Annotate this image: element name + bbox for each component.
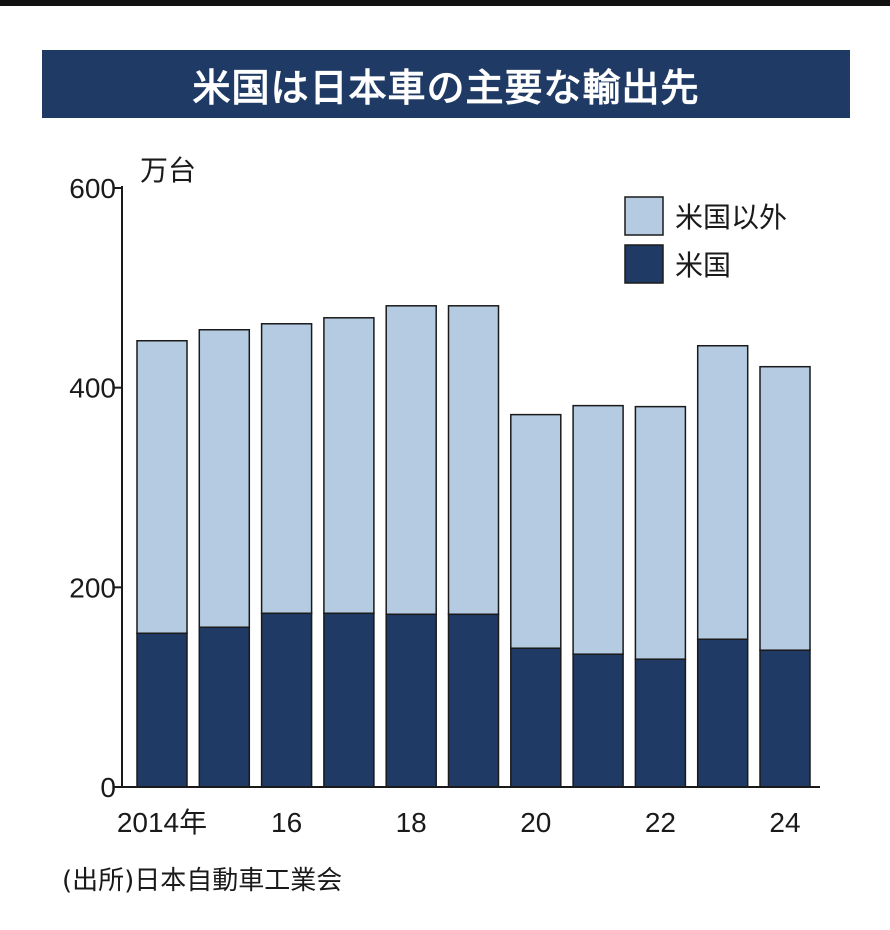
bars-group	[136, 305, 811, 788]
x-ticks-group: 2014年 16 18 20 22 24	[117, 807, 801, 838]
x-tick-label: 20	[520, 807, 551, 838]
y-tick-label: 200	[69, 572, 116, 603]
y-tick-label: 0	[100, 772, 116, 803]
bar-us	[198, 626, 251, 788]
bar-non-us	[198, 329, 251, 629]
bar-non-us	[634, 405, 687, 660]
legend-swatch	[624, 244, 664, 284]
bar-us	[696, 638, 749, 788]
x-tick-label: 18	[396, 807, 427, 838]
bar-us	[447, 613, 500, 788]
bar-us	[634, 658, 687, 788]
bar-us	[323, 612, 375, 788]
legend-label: 米国	[675, 249, 731, 282]
bar-non-us	[572, 404, 624, 655]
bar-non-us	[323, 317, 375, 615]
bar-non-us	[385, 305, 437, 616]
bar-non-us	[510, 413, 562, 649]
bar-non-us	[696, 344, 749, 640]
bar-us	[510, 647, 562, 788]
y-tick-label: 400	[69, 373, 116, 404]
x-tick-label: 24	[769, 807, 800, 838]
bar-us	[385, 613, 437, 788]
legend-label: 米国以外	[675, 201, 787, 234]
bar-non-us	[447, 305, 500, 616]
chart-title: 米国は日本車の主要な輸出先	[192, 65, 700, 110]
y-ticks-group: 0 200 400 600	[69, 173, 122, 803]
bar-non-us	[759, 365, 811, 651]
x-tick-label: 16	[271, 807, 302, 838]
bar-us	[260, 612, 313, 788]
bar-non-us	[260, 323, 313, 615]
source-note: (出所)日本自動車工業会	[62, 866, 343, 896]
x-tick-label: 22	[645, 807, 676, 838]
top-rule	[0, 0, 890, 6]
title-banner: 米国は日本車の主要な輸出先	[42, 50, 850, 118]
bar-non-us	[136, 339, 188, 635]
y-tick-label: 600	[69, 173, 116, 204]
y-unit-label: 万台	[140, 155, 196, 186]
bar-us	[136, 632, 188, 788]
x-tick-label: 2014年	[117, 807, 207, 838]
bar-us	[759, 649, 811, 788]
bar-us	[572, 653, 624, 788]
legend-swatch	[624, 196, 664, 236]
